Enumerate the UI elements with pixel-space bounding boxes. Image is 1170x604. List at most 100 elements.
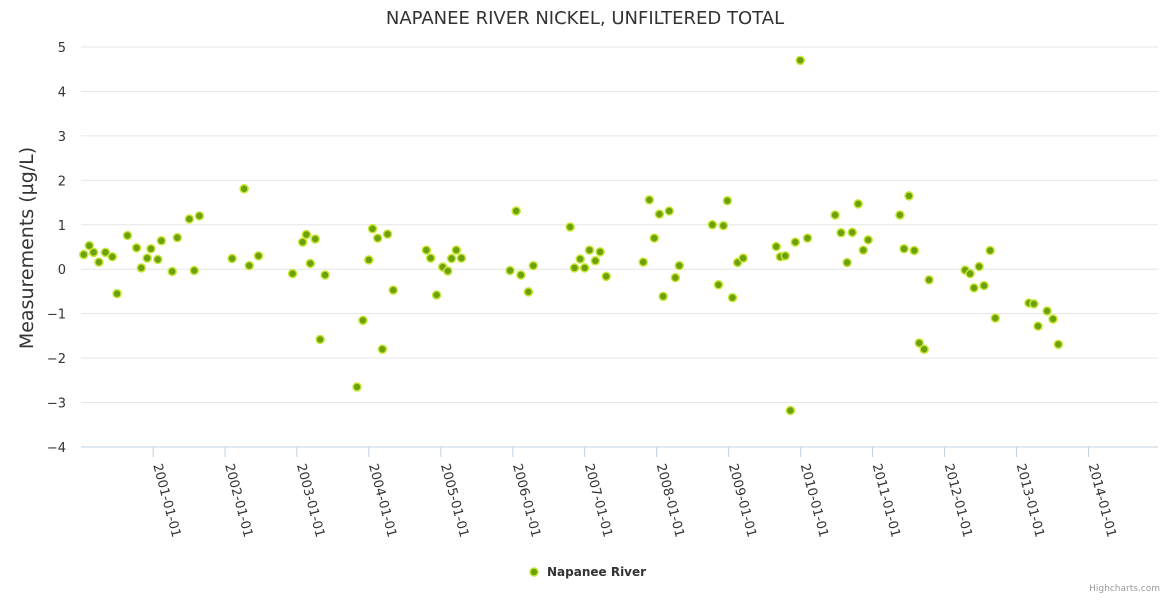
data-point[interactable] — [79, 249, 89, 260]
series-points[interactable] — [79, 55, 1064, 416]
data-point[interactable] — [924, 275, 934, 285]
data-point[interactable] — [649, 233, 660, 243]
data-point[interactable] — [364, 255, 374, 265]
legend-series-marker[interactable] — [529, 567, 539, 577]
data-point[interactable] — [863, 235, 873, 245]
data-point[interactable] — [94, 257, 104, 267]
data-point[interactable] — [590, 256, 601, 266]
data-point[interactable] — [431, 290, 442, 300]
data-point[interactable] — [575, 254, 585, 264]
data-point[interactable] — [456, 253, 467, 263]
data-point[interactable] — [795, 55, 805, 66]
data-point[interactable] — [785, 405, 796, 416]
data-point[interactable] — [802, 233, 813, 243]
data-point[interactable] — [310, 234, 320, 244]
data-point[interactable] — [985, 245, 995, 256]
data-point[interactable] — [836, 228, 846, 238]
legend[interactable]: Napanee River — [529, 565, 646, 579]
data-point[interactable] — [601, 271, 611, 282]
data-point[interactable] — [446, 253, 457, 264]
data-point[interactable] — [565, 222, 575, 232]
data-point[interactable] — [738, 253, 748, 263]
data-point[interactable] — [421, 245, 432, 255]
data-point[interactable] — [899, 244, 909, 254]
data-point[interactable] — [382, 229, 393, 239]
data-point[interactable] — [523, 287, 534, 297]
data-point[interactable] — [305, 258, 316, 269]
data-point[interactable] — [358, 315, 368, 326]
data-point[interactable] — [107, 252, 118, 262]
data-point[interactable] — [112, 288, 122, 299]
data-point[interactable] — [352, 382, 362, 392]
data-point[interactable] — [707, 220, 718, 230]
data-point[interactable] — [658, 291, 668, 302]
credits-link[interactable]: Highcharts.com — [1089, 584, 1160, 594]
data-point[interactable] — [505, 265, 515, 276]
data-point[interactable] — [146, 244, 156, 254]
data-point[interactable] — [443, 266, 453, 276]
data-point[interactable] — [156, 236, 167, 246]
data-point[interactable] — [88, 247, 99, 258]
data-point[interactable] — [595, 247, 605, 257]
data-point[interactable] — [771, 241, 781, 252]
data-point[interactable] — [377, 344, 388, 354]
data-point[interactable] — [638, 257, 648, 267]
data-point[interactable] — [227, 253, 237, 264]
data-point[interactable] — [674, 260, 685, 271]
data-point[interactable] — [153, 254, 163, 265]
legend-series-label[interactable]: Napanee River — [547, 565, 646, 579]
data-point[interactable] — [654, 209, 665, 219]
data-point[interactable] — [297, 237, 308, 247]
data-point[interactable] — [425, 253, 436, 263]
data-point[interactable] — [1029, 299, 1039, 309]
data-point[interactable] — [244, 260, 254, 271]
data-point[interactable] — [664, 206, 674, 216]
data-point[interactable] — [367, 224, 378, 234]
data-point[interactable] — [909, 245, 920, 256]
data-point[interactable] — [315, 334, 325, 345]
data-point[interactable] — [239, 184, 249, 194]
data-point[interactable] — [858, 245, 869, 255]
data-point[interactable] — [830, 210, 840, 220]
data-point[interactable] — [528, 260, 539, 271]
data-point[interactable] — [853, 199, 863, 209]
data-point[interactable] — [189, 265, 200, 276]
data-point[interactable] — [670, 272, 681, 283]
data-point[interactable] — [569, 263, 580, 273]
data-point[interactable] — [644, 195, 655, 205]
data-point[interactable] — [579, 263, 590, 273]
data-point[interactable] — [172, 232, 183, 243]
data-point[interactable] — [584, 245, 595, 255]
data-point[interactable] — [388, 285, 398, 295]
data-point[interactable] — [320, 270, 330, 280]
data-point[interactable] — [287, 268, 298, 279]
data-point[interactable] — [1042, 306, 1052, 316]
data-point[interactable] — [722, 196, 733, 206]
data-point[interactable] — [974, 261, 984, 272]
data-point[interactable] — [919, 344, 929, 354]
data-point[interactable] — [253, 251, 264, 261]
data-point[interactable] — [1053, 339, 1064, 350]
data-point[interactable] — [167, 266, 177, 277]
data-point[interactable] — [516, 270, 526, 280]
data-point[interactable] — [84, 240, 95, 251]
data-point[interactable] — [372, 233, 383, 243]
data-point[interactable] — [511, 206, 521, 216]
data-point[interactable] — [990, 313, 1001, 323]
data-point[interactable] — [847, 227, 858, 238]
data-point[interactable] — [100, 247, 111, 258]
data-point[interactable] — [1048, 314, 1058, 324]
data-point[interactable] — [131, 243, 142, 253]
data-point[interactable] — [718, 220, 729, 231]
data-point[interactable] — [780, 251, 791, 261]
data-point[interactable] — [122, 230, 133, 241]
data-point[interactable] — [969, 283, 979, 293]
data-point[interactable] — [713, 280, 724, 290]
data-point[interactable] — [1033, 321, 1043, 331]
data-point[interactable] — [301, 229, 312, 240]
data-point[interactable] — [136, 263, 147, 273]
data-point[interactable] — [895, 210, 905, 220]
data-point[interactable] — [727, 292, 738, 303]
data-point[interactable] — [979, 280, 989, 291]
data-point[interactable] — [965, 268, 975, 279]
